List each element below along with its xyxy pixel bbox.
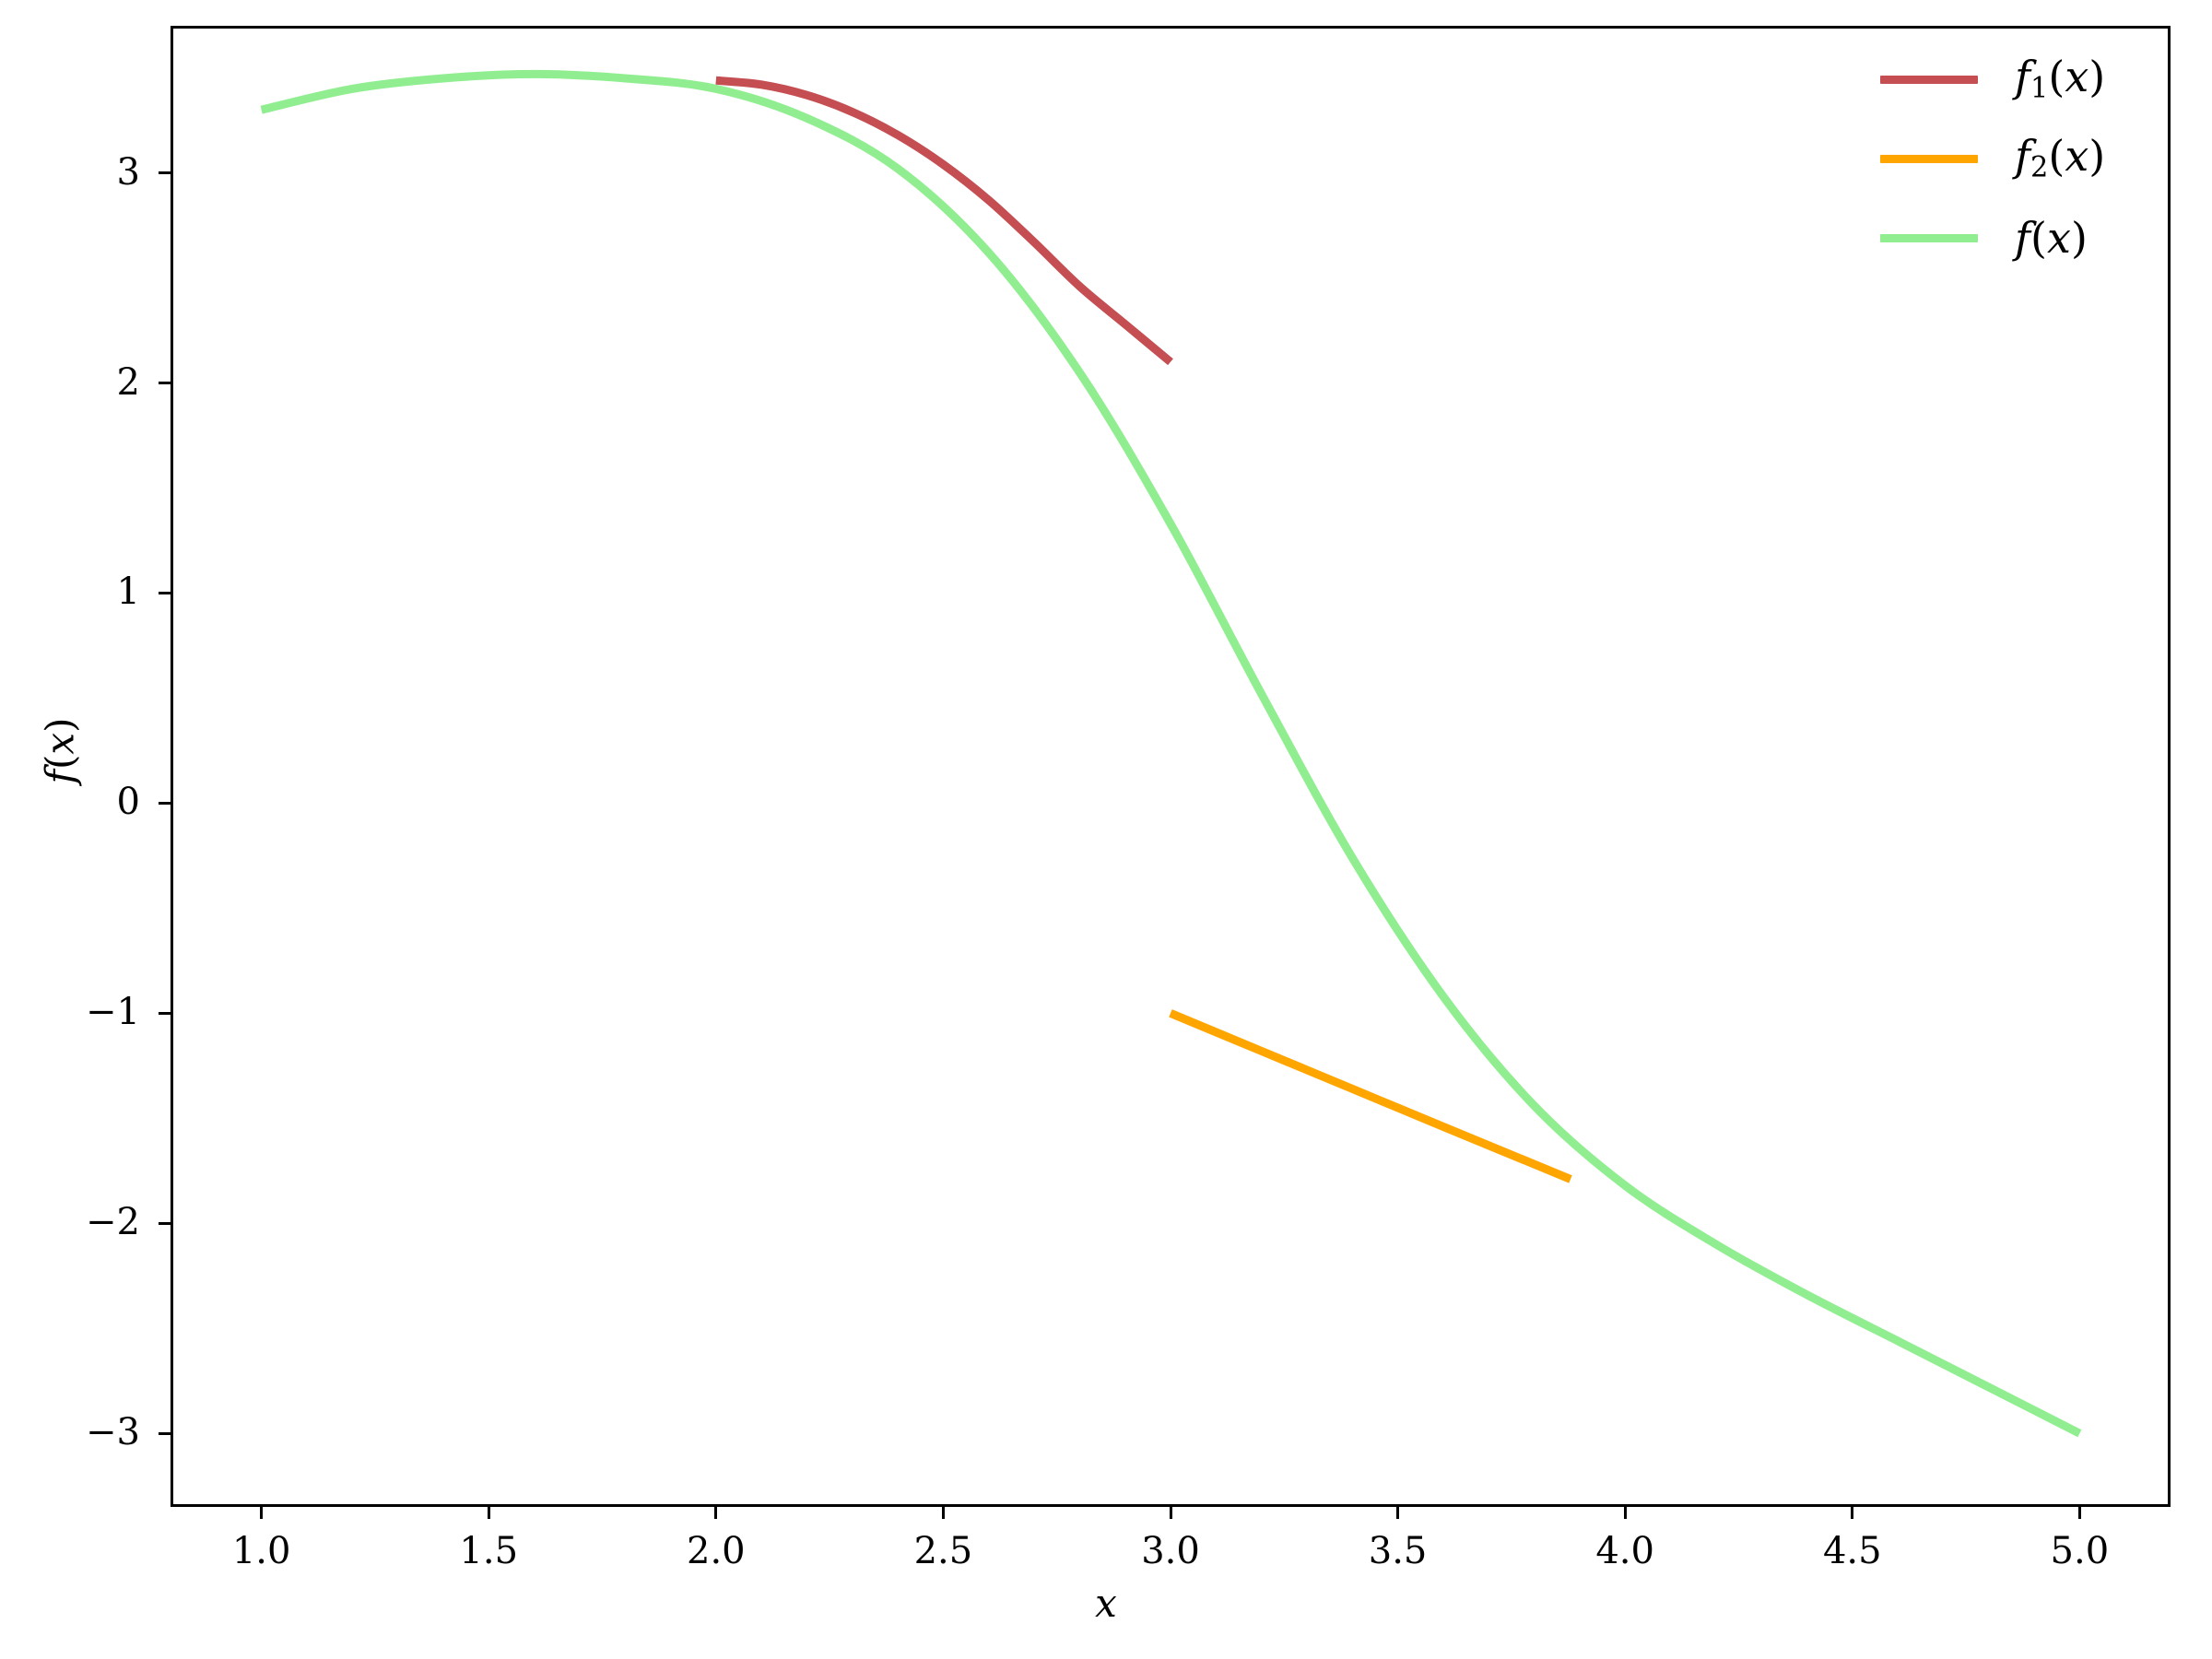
x-tick-mark xyxy=(487,1507,490,1519)
legend-item-label: f2(x) xyxy=(2015,130,2106,184)
x-tick-label: 2.0 xyxy=(687,1530,746,1572)
x-tick-mark xyxy=(1396,1507,1400,1519)
x-tick-mark xyxy=(1623,1507,1627,1519)
legend-item-label: f1(x) xyxy=(2015,51,2106,105)
y-axis-label-paren-close: ) xyxy=(37,717,83,733)
x-tick-label: 2.5 xyxy=(913,1530,973,1572)
x-tick-mark xyxy=(1851,1507,1854,1519)
y-tick-label: −2 xyxy=(86,1201,140,1244)
x-tick-mark xyxy=(941,1507,945,1519)
x-tick-label: 3.0 xyxy=(1141,1530,1200,1572)
x-axis-label: x xyxy=(1095,1581,1117,1626)
y-axis-label-paren-open: ( xyxy=(37,754,83,770)
y-tick-mark xyxy=(159,1431,171,1435)
y-tick-mark xyxy=(159,382,171,384)
legend-item[interactable]: f1(x) xyxy=(1880,53,2157,105)
x-tick-mark xyxy=(2077,1507,2081,1519)
y-axis-label-x: x xyxy=(37,732,83,755)
y-tick-label: −1 xyxy=(86,991,140,1034)
legend: f1(x) f2(x) f(x) xyxy=(1880,53,2157,264)
x-tick-label: 3.5 xyxy=(1368,1530,1428,1572)
y-axis-label: f(x) xyxy=(38,659,83,843)
legend-color-swatch xyxy=(1880,233,1978,242)
y-tick-mark xyxy=(159,171,171,175)
y-tick-mark xyxy=(159,1221,171,1225)
y-axis-label-f: f xyxy=(37,769,83,784)
x-tick-label: 1.5 xyxy=(459,1530,519,1572)
x-tick-label: 5.0 xyxy=(2050,1530,2110,1572)
y-tick-mark xyxy=(159,591,171,594)
plot-axes-frame xyxy=(171,26,2171,1507)
x-tick-label: 4.0 xyxy=(1595,1530,1654,1572)
x-tick-mark xyxy=(1169,1507,1172,1519)
y-tick-label: 1 xyxy=(116,571,140,614)
y-tick-mark xyxy=(159,1011,171,1015)
legend-item-label: f(x) xyxy=(2015,213,2088,263)
x-tick-label: 1.0 xyxy=(231,1530,291,1572)
legend-item[interactable]: f(x) xyxy=(1880,212,2157,264)
y-tick-label: 0 xyxy=(116,781,140,824)
y-tick-label: −3 xyxy=(86,1411,140,1454)
x-tick-label: 4.5 xyxy=(1822,1530,1882,1572)
legend-item[interactable]: f2(x) xyxy=(1880,133,2157,184)
y-tick-label: 3 xyxy=(116,150,140,194)
y-axis-label-text: f(x) xyxy=(38,718,83,784)
x-tick-mark xyxy=(260,1507,264,1519)
x-tick-mark xyxy=(714,1507,718,1519)
y-tick-label: 2 xyxy=(116,360,140,404)
legend-color-swatch xyxy=(1880,154,1978,163)
legend-color-swatch xyxy=(1880,75,1978,84)
y-tick-mark xyxy=(159,801,171,805)
